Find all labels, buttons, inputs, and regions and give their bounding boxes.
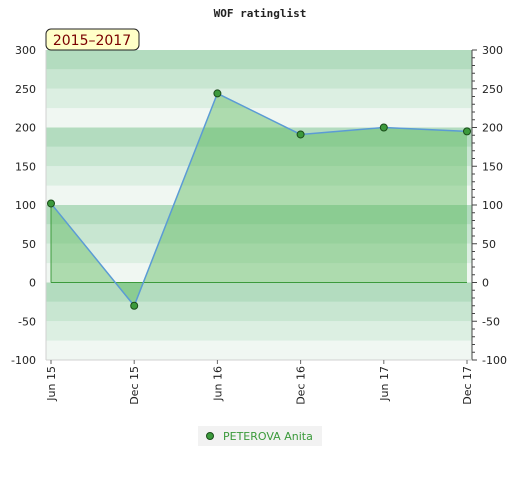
grid-band [46,50,472,70]
y-tick-label-left: 50 [22,238,36,251]
grid-band [46,108,472,128]
y-tick-label-right: 0 [482,277,489,290]
y-tick-label-right: 100 [482,199,503,212]
grid-band [46,69,472,89]
chart-title: WOF ratinglist [214,7,307,20]
legend-background [198,426,322,446]
y-tick-label-left: 0 [29,277,36,290]
y-tick-label-right: 200 [482,122,503,135]
grid-band [46,185,472,205]
grid-band [46,166,472,186]
legend-item-peterova-anita: PETEROVA Anita [223,430,313,443]
y-tick-label-right: 250 [482,83,503,96]
y-tick-label-left: 200 [15,122,36,135]
y-tick-label-right: -50 [482,315,500,328]
x-tick-label: Jun 17 [378,366,391,402]
grid-band [46,127,472,147]
axes: -100 -100 -50 -50 0 0 50 50 100 100 150 150 200 200 25… [11,44,507,405]
period-badge-box [45,28,140,51]
grid-band [46,88,472,109]
x-tick-label: Dec 17 [461,366,474,405]
data-point-dec-17[interactable] [463,127,471,136]
y-tick-label-left: 250 [15,83,36,96]
x-tick-label: Jun 15 [45,366,58,402]
grid-band [46,301,472,322]
series-area [50,92,468,308]
x-tick-label: Jun 16 [211,366,224,402]
x-tick-label: Dec 16 [295,366,308,405]
x-tick-label: Dec 15 [128,366,141,405]
y-tick-label-left: 100 [15,199,36,212]
y-tick-label-right: -100 [482,354,507,367]
y-tick-label-right: 150 [482,160,503,173]
series-markers [47,89,471,310]
grid-band [46,263,472,283]
data-point-dec-15[interactable] [130,301,139,310]
grid-band [46,146,472,167]
period-badge: 2015–2017 [45,28,140,51]
y-tick-label-left: -50 [18,315,36,328]
data-point-jun-17[interactable] [379,123,388,132]
grid-band [46,340,472,360]
data-point-jun-16[interactable] [213,89,222,98]
legend[interactable]: PETEROVA Anita [198,426,322,446]
y-tick-label-left: -100 [11,354,36,367]
period-badge-label: 2015–2017 [53,33,131,49]
data-point-jun-15[interactable] [47,199,55,208]
legend-marker-icon [206,432,214,440]
y-tick-label-left: 150 [15,160,36,173]
grid-band [46,321,472,341]
y-tick-label-right: 50 [482,238,496,251]
grid-band [46,282,472,302]
plot-background-bands [46,50,472,360]
grid-band [46,205,472,225]
series-line [50,92,468,308]
data-point-dec-16[interactable] [296,130,305,139]
y-tick-label-left: 300 [15,44,36,57]
y-tick-label-right: 300 [482,44,503,57]
grid-band [46,224,472,244]
